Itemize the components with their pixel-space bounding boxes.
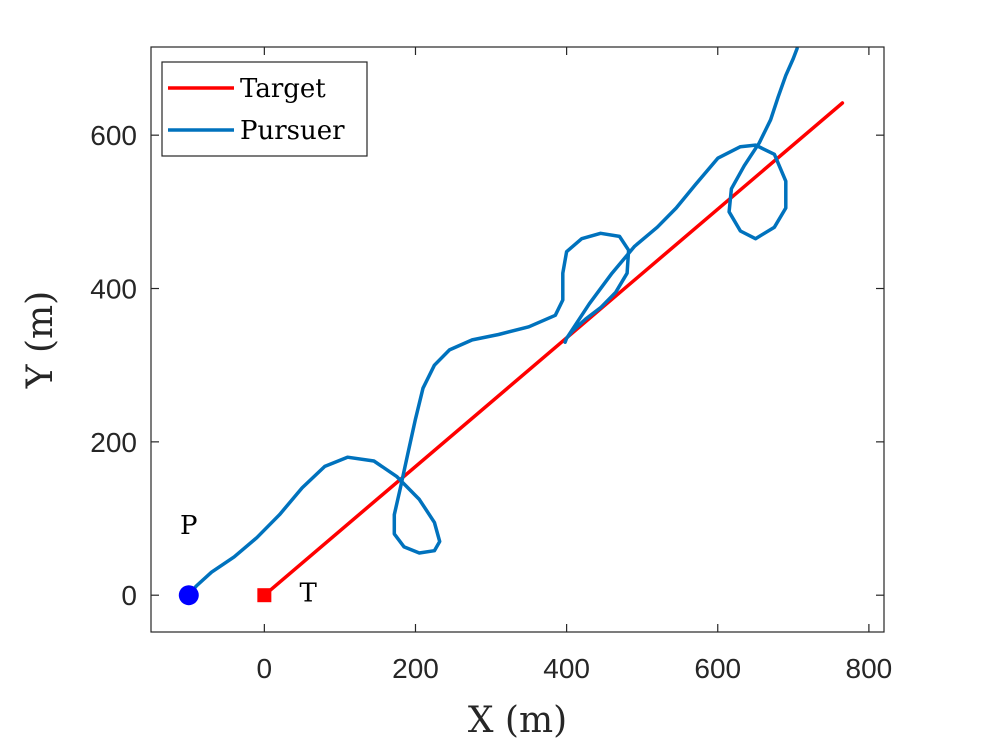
plot-area: PT [178,47,845,608]
y-tick-label: 400 [90,274,137,305]
x-tick-label: 200 [392,653,439,684]
x-tick-label: 400 [543,653,590,684]
y-tick-label: 200 [90,427,137,458]
series-group [187,47,845,597]
x-tick-label: 0 [257,653,273,684]
legend: Target Pursuer [161,61,368,157]
legend-label-pursuer: Pursuer [240,116,345,146]
y-tick-label: 600 [90,120,137,151]
legend-label-target: Target [240,74,326,104]
pursuer-start-marker [178,585,199,606]
axes-box [150,46,885,633]
target-start-marker [257,588,272,603]
series-line-pursuer [187,47,799,597]
x-tick-label: 800 [846,653,893,684]
annotation-p: P [180,511,198,541]
series-line-target [262,101,845,597]
y-tick-label: 0 [121,580,137,611]
legend-box [161,61,368,157]
x-axis-label: X (m) [468,700,567,741]
y-axis-label: Y (m) [20,291,61,389]
axes: 0 200 400 600 800 0 200 400 600 [90,46,893,684]
annotation-t: T [300,578,318,608]
x-tick-label: 600 [694,653,741,684]
